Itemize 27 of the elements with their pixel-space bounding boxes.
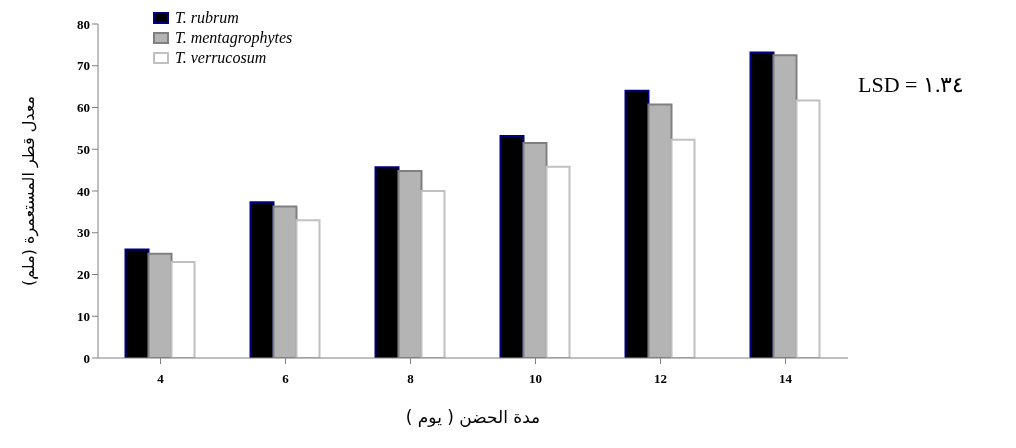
x-axis-title: مدة الحضن ( يوم ) xyxy=(405,407,541,427)
y-tick-label: 20 xyxy=(77,267,90,283)
bar xyxy=(499,134,525,358)
bar xyxy=(124,248,150,358)
x-tick-label: 8 xyxy=(407,371,415,387)
y-tick-label: 30 xyxy=(77,225,90,241)
legend-label: T. verrucosum xyxy=(175,48,267,68)
y-tick-label: 0 xyxy=(83,350,90,366)
x-tick-label: 14 xyxy=(779,371,793,387)
bar xyxy=(624,89,650,358)
bar xyxy=(249,201,275,358)
y-tick-label: 40 xyxy=(77,183,90,199)
y-tick-label: 80 xyxy=(77,16,90,32)
text: LSD = ١.٣٤ xyxy=(858,72,965,98)
bar xyxy=(749,51,775,358)
y-tick-label: 60 xyxy=(77,100,90,116)
y-tick-label: 50 xyxy=(77,141,90,157)
y-tick-label: 10 xyxy=(77,308,90,324)
y-tick-label: 70 xyxy=(77,58,90,74)
x-tick-label: 10 xyxy=(529,371,542,387)
x-tick-label: 6 xyxy=(282,371,290,387)
legend-label: T. mentagrophytes xyxy=(175,28,293,48)
x-tick-label: 4 xyxy=(157,371,165,387)
bar xyxy=(374,166,400,358)
y-axis-title: معدل قطر المستعمرة (ملم) xyxy=(18,95,39,287)
x-tick-label: 12 xyxy=(654,371,667,387)
legend-label: T. rubrum xyxy=(175,8,239,28)
